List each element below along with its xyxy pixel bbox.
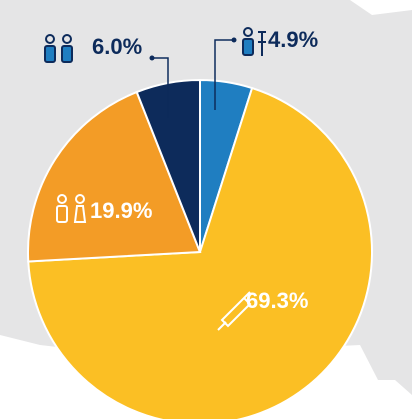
labels: 4.9% 69.3% 19.9% 6.0% [44, 27, 318, 331]
icon [44, 27, 266, 63]
icon [56, 194, 252, 331]
leader-line [152, 57, 169, 118]
value-label: 4.9% [268, 27, 318, 52]
value-label: 69.3% [246, 288, 308, 313]
value-label: 6.0% [92, 34, 142, 59]
leader-line [214, 39, 234, 110]
value-label: 19.9% [90, 198, 152, 223]
pie-slice [27, 86, 373, 419]
leader-dot [149, 55, 155, 61]
leader-dot [231, 37, 237, 43]
slices [27, 78, 373, 419]
pie-slice [27, 90, 202, 263]
